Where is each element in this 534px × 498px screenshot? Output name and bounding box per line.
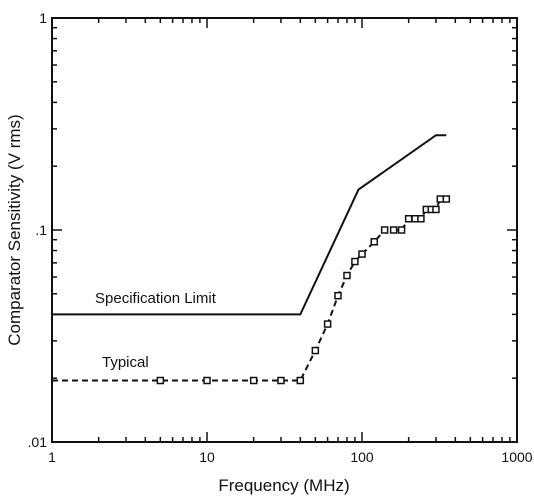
- data-point-marker: [371, 239, 377, 245]
- data-point-marker: [278, 378, 284, 384]
- data-point-marker: [433, 206, 439, 212]
- x-tick-label: 100: [350, 449, 374, 465]
- tick-labels: 1 10 100 1000 .01 .1 1: [28, 10, 533, 465]
- x-tick-label: 1: [48, 449, 56, 465]
- data-point-marker: [344, 273, 350, 279]
- data-point-marker: [418, 216, 424, 222]
- data-point-marker: [335, 293, 341, 299]
- data-point-marker: [204, 378, 210, 384]
- specification-limit-line: [52, 135, 446, 314]
- data-point-marker: [399, 227, 405, 233]
- data-point-marker: [382, 227, 388, 233]
- y-tick-label: 1: [39, 10, 47, 26]
- data-point-marker: [325, 321, 331, 327]
- data-point-marker: [297, 378, 303, 384]
- y-tick-label: .1: [35, 222, 47, 238]
- data-point-marker: [359, 251, 365, 257]
- data-point-marker: [352, 259, 358, 265]
- y-axis-title: Comparator Sensitivity (V rms): [5, 114, 24, 345]
- data-point-marker: [406, 216, 412, 222]
- x-axis-title: Frequency (MHz): [218, 476, 349, 495]
- data-point-marker: [251, 378, 257, 384]
- data-point-marker: [412, 216, 418, 222]
- data-point-marker: [312, 348, 318, 354]
- x-tick-label: 10: [199, 449, 215, 465]
- data-point-marker: [157, 378, 163, 384]
- annotation-specification-limit: Specification Limit: [95, 290, 217, 307]
- data-point-marker: [391, 227, 397, 233]
- y-tick-label: .01: [28, 434, 48, 450]
- series-layer: [52, 135, 449, 383]
- data-point-marker: [437, 196, 443, 202]
- data-point-marker: [443, 196, 449, 202]
- x-tick-label: 1000: [501, 449, 532, 465]
- annotation-typical: Typical: [102, 354, 149, 371]
